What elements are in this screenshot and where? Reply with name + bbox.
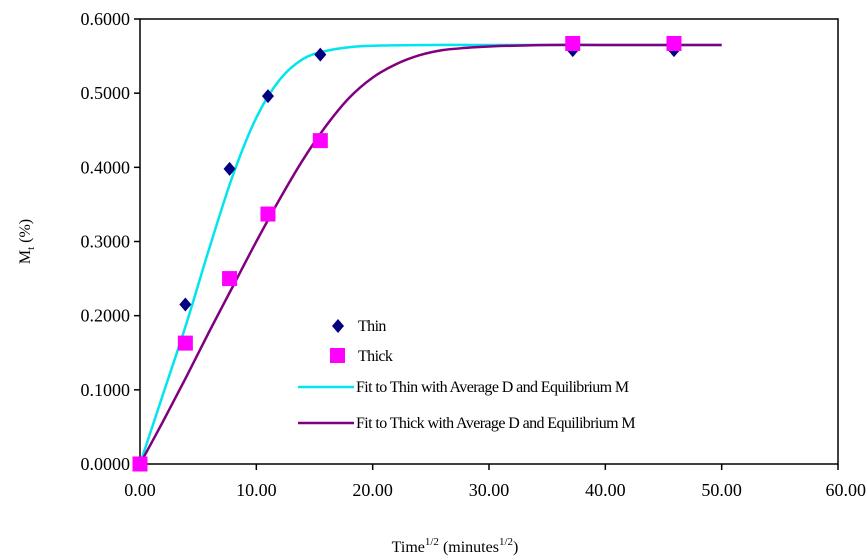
y-tick-label: 0.0000 [81,454,131,474]
x-tick-label: 40.00 [585,480,626,500]
point-thick [222,271,238,287]
x-axis-title-unit: (minutes [439,539,499,556]
point-thick [312,133,328,149]
legend-label-thin: Thin [358,318,386,335]
point-thin [314,47,327,62]
x-tick-label: 10.00 [236,480,277,500]
x-axis-title-superscript: 1/2 [425,536,439,548]
point-thin [179,297,192,312]
y-axis-title-unit: (%) [17,219,34,247]
legend-item-fit-thick: Fit to Thick with Average D and Equilibr… [298,415,636,432]
point-thick [666,35,682,51]
point-thin [223,161,236,176]
x-tick-label: 20.00 [352,480,393,500]
legend: Thin Thick Fit to Thin with Average D an… [298,318,636,432]
point-thin [261,89,274,104]
x-tick-label: 60.00 [826,480,867,500]
y-tick-label: 0.5000 [81,83,131,103]
point-thick [565,35,581,51]
x-tick-label: 50.00 [701,480,742,500]
plot-area [139,18,839,465]
x-tick-label: 30.00 [469,480,510,500]
y-tick-label: 0.4000 [81,157,131,177]
y-tick-label: 0.1000 [81,380,131,400]
legend-marker-square [330,348,345,363]
x-axis-title-main: Time [392,539,425,556]
y-tick-label: 0.6000 [81,9,131,29]
fit-line-thick [138,43,722,465]
legend-marker-diamond [332,319,344,333]
y-tick-label: 0.2000 [81,306,131,326]
legend-label-fit-thin: Fit to Thin with Average D and Equilibri… [356,379,629,396]
x-tick-label: 0.00 [124,480,156,500]
legend-item-thick: Thick [330,348,394,365]
fit-line-thin [138,43,722,465]
x-axis: 0.00 10.00 20.00 30.00 40.00 50.00 60.00 [124,464,866,500]
point-thick [260,206,276,222]
legend-label-fit-thick: Fit to Thick with Average D and Equilibr… [356,415,635,432]
data-points [132,35,682,472]
fit-lines [138,43,722,465]
y-axis-title: Mt (%) [17,219,37,264]
x-axis-title-unit-close: ) [513,539,518,556]
legend-label-thick: Thick [358,348,393,365]
y-axis: 0.0000 0.1000 0.2000 0.3000 0.4000 0.5000 0.60… [81,9,140,474]
y-axis-title-main: M [17,250,34,264]
y-axis-title-subscript: t [25,247,37,250]
legend-item-fit-thin: Fit to Thin with Average D and Equilibri… [298,379,630,396]
x-axis-title-unit-superscript: 1/2 [499,536,513,548]
point-thick [132,456,148,472]
x-axis-title: Time1/2 (minutes1/2) [392,536,519,556]
point-thick [177,335,193,351]
y-tick-label: 0.3000 [81,232,131,252]
legend-item-thin: Thin [332,318,387,335]
